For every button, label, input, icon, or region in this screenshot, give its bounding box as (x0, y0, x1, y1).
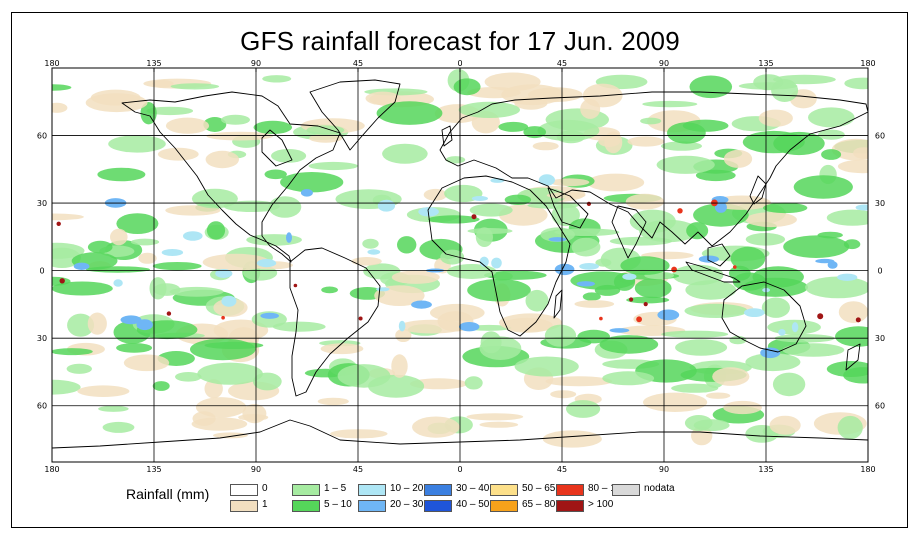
top-longitude-label: 45 (353, 59, 363, 68)
right-latitude-label: 30 (875, 334, 885, 343)
legend-swatch (556, 484, 584, 496)
arabia-outline (547, 187, 589, 229)
legend-swatch (556, 500, 584, 512)
figure-frame (11, 12, 908, 528)
south-america-outline (289, 247, 381, 397)
australia-outline (721, 281, 807, 353)
legend-label: 1 – 5 (324, 483, 347, 494)
left-latitude-label: 30 (37, 334, 47, 343)
legend-swatch (424, 500, 452, 512)
bottom-longitude-label: 45 (557, 465, 567, 474)
rainfall-field (52, 69, 868, 448)
left-latitude-label: 0 (39, 267, 44, 276)
legend-swatch (292, 484, 320, 496)
legend-swatch (612, 484, 640, 496)
right-latitude-label: 30 (875, 199, 885, 208)
north-america-outline (121, 91, 341, 263)
top-longitude-label: 135 (758, 59, 773, 68)
legend-label: 40 – 50 (456, 499, 490, 510)
legend-label: nodata (644, 483, 675, 494)
right-latitude-label: 60 (875, 132, 885, 141)
legend-label: 5 – 10 (324, 499, 352, 510)
graticule (52, 68, 868, 462)
legend-label: 0 (262, 483, 268, 494)
top-longitude-label: 180 (44, 59, 59, 68)
bottom-longitude-label: 90 (251, 465, 261, 474)
legend-swatch (490, 484, 518, 496)
legend-swatch (292, 500, 320, 512)
bottom-longitude-label: 135 (758, 465, 773, 474)
legend-swatch (358, 500, 386, 512)
legend-swatch (424, 484, 452, 496)
left-latitude-label: 60 (37, 132, 47, 141)
coastlines (52, 79, 868, 449)
bottom-longitude-label: 180 (44, 465, 59, 474)
right-latitude-label: 60 (875, 402, 885, 411)
legend-label: > 100 (588, 499, 614, 510)
antarctica-outline (52, 419, 868, 449)
map-title: GFS rainfall forecast for 17 Jun. 2009 (240, 26, 680, 56)
legend-label: 1 (262, 499, 268, 510)
bottom-longitude-label: 45 (353, 465, 363, 474)
left-latitude-label: 60 (37, 402, 47, 411)
indonesia-outline (685, 261, 741, 283)
legend-swatch (230, 500, 258, 512)
madagascar-outline (553, 289, 563, 319)
bottom-longitude-label: 180 (860, 465, 875, 474)
top-longitude-label: 0 (457, 59, 462, 68)
legend-swatch (230, 484, 258, 496)
legend-label: 30 – 40 (456, 483, 490, 494)
japan-outline (749, 175, 767, 205)
legend-label: 80 – 100 (588, 483, 627, 494)
borneo-outline (707, 243, 731, 267)
africa-outline (427, 175, 571, 337)
axis-ticks: 180 135 90 45 0 45 90 135 180 180 135 90 45 0 45 90 135 1… (37, 59, 885, 474)
legend-label: 10 – 20 (390, 483, 424, 494)
legend-swatch (490, 500, 518, 512)
bottom-longitude-label: 0 (457, 465, 462, 474)
legend-label: 65 – 80 (522, 499, 556, 510)
top-longitude-label: 90 (251, 59, 261, 68)
british-isles-outline (441, 125, 453, 147)
top-longitude-label: 135 (146, 59, 161, 68)
top-longitude-label: 45 (557, 59, 567, 68)
bottom-longitude-label: 90 (659, 465, 669, 474)
legend-swatch (358, 484, 386, 496)
top-longitude-label: 180 (860, 59, 875, 68)
legend-label: 50 – 65 (522, 483, 556, 494)
left-latitude-label: 30 (37, 199, 47, 208)
right-latitude-label: 0 (877, 267, 882, 276)
new-zealand-outline (845, 343, 861, 371)
legend-title: Rainfall (mm) (126, 486, 210, 502)
india-outline (611, 205, 647, 259)
hudson-bay-outline (261, 129, 293, 167)
legend-label: 20 – 30 (390, 499, 424, 510)
eurasia-outline (439, 91, 868, 247)
bottom-longitude-label: 135 (146, 465, 161, 474)
greenland-outline (309, 79, 401, 151)
top-longitude-label: 90 (659, 59, 669, 68)
